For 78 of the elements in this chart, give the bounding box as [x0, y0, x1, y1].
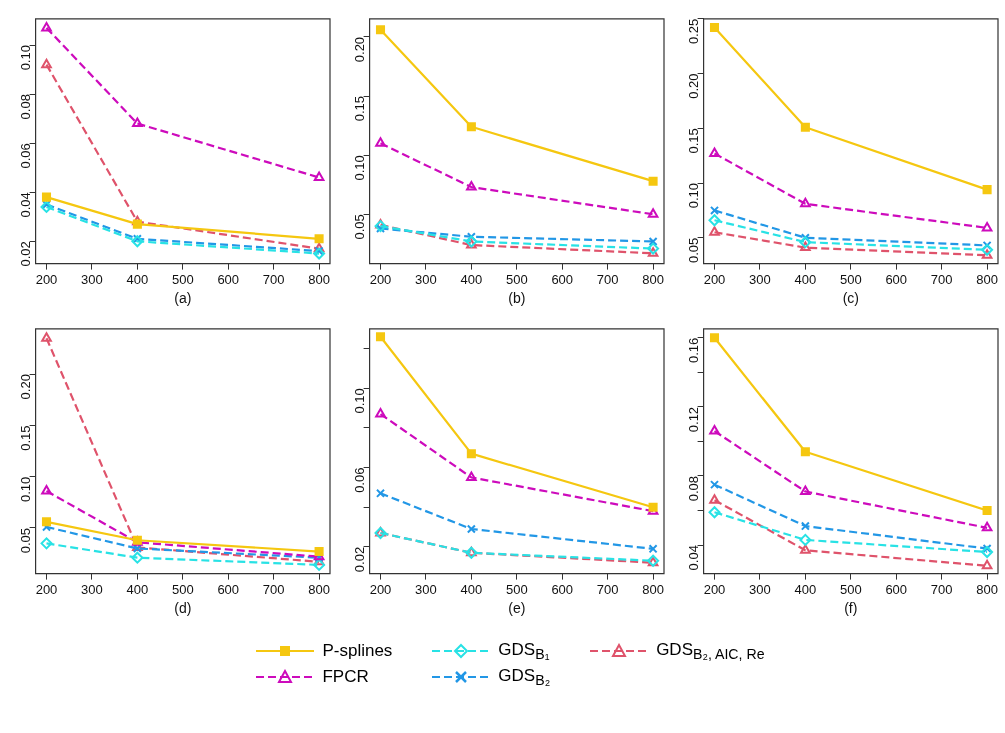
y-tick-label: 0.10 [352, 388, 368, 414]
x-tick-label: 700 [930, 271, 953, 287]
x-tick-label: 800 [642, 581, 664, 597]
x-tick-label: 200 [35, 581, 58, 597]
y-tick-label: 0.12 [686, 406, 702, 433]
legend-label: GDS$_{B₂, AIC, Re}$ [656, 639, 765, 663]
x-tick-label: 400 [126, 581, 149, 597]
x-tick-label: 600 [217, 271, 240, 287]
x-tick-label: 500 [171, 581, 194, 597]
y-tick-label: 0.10 [18, 476, 34, 502]
x-tick-label: 400 [460, 271, 483, 287]
y-tick-label: 0.04 [18, 192, 34, 218]
x-tick-label: 500 [839, 581, 862, 597]
x-tick-label: 700 [596, 581, 619, 597]
x-tick-label: 700 [596, 271, 619, 287]
y-tick-label: 0.15 [352, 96, 368, 122]
legend-label: P-splines [322, 641, 393, 661]
x-tick-label: 400 [460, 581, 483, 597]
y-tick-label: 0.20 [352, 36, 368, 63]
x-tick-label: 600 [551, 581, 574, 597]
y-tick-label: 0.05 [686, 237, 702, 264]
y-tick-label: 0.10 [352, 155, 368, 181]
x-tick-label: 300 [81, 271, 103, 287]
x-tick-label: 200 [35, 271, 58, 287]
x-tick-label: 500 [171, 271, 194, 287]
x-tick-label: 700 [262, 581, 285, 597]
legend-label: FPCR [322, 667, 369, 687]
y-tick-label: 0.15 [686, 128, 702, 154]
x-tick-label: 300 [81, 581, 103, 597]
x-tick-label: 300 [415, 581, 437, 597]
y-tick-label: 0.06 [18, 143, 34, 169]
x-tick-label: 800 [308, 581, 330, 597]
x-tick-label: 800 [642, 271, 664, 287]
x-tick-label: 800 [976, 581, 998, 597]
x-tick-label: 400 [794, 581, 817, 597]
legend-label: GDS$_{B₁}$ [498, 639, 550, 663]
x-tick-label: 400 [126, 271, 149, 287]
x-tick-label: 600 [551, 271, 574, 287]
y-tick-label: 0.10 [686, 183, 702, 209]
y-tick-label: 0.20 [686, 73, 702, 99]
y-tick-label: 0.15 [18, 425, 34, 451]
x-axis-title: (f) [844, 600, 858, 617]
y-tick-label: 0.04 [686, 545, 702, 571]
x-axis-title: (d) [174, 600, 192, 617]
x-tick-label: 300 [749, 581, 771, 597]
x-tick-label: 600 [885, 581, 908, 597]
y-tick-label: 0.05 [18, 527, 34, 554]
y-tick-label: 0.02 [352, 546, 368, 573]
x-tick-label: 200 [703, 271, 726, 287]
x-axis-title: (c) [842, 290, 859, 307]
x-tick-label: 300 [749, 271, 771, 287]
y-tick-label: 0.10 [18, 45, 34, 71]
x-tick-label: 500 [505, 271, 528, 287]
y-tick-label: 0.06 [352, 467, 368, 493]
x-tick-label: 200 [703, 581, 726, 597]
x-tick-label: 700 [262, 271, 285, 287]
y-tick-label: 0.08 [686, 475, 702, 502]
x-tick-label: 400 [794, 271, 817, 287]
x-axis-title: (e) [508, 600, 526, 617]
y-tick-label: 0.16 [686, 337, 702, 364]
y-tick-label: 0.08 [18, 94, 34, 120]
y-tick-label: 0.20 [18, 374, 34, 400]
x-tick-label: 300 [415, 271, 437, 287]
x-axis-title: (a) [174, 290, 192, 307]
x-tick-label: 800 [308, 271, 330, 287]
x-tick-label: 800 [976, 271, 998, 287]
x-tick-label: 200 [369, 581, 392, 597]
x-tick-label: 200 [369, 271, 392, 287]
y-tick-label: 0.05 [352, 214, 368, 240]
x-tick-label: 500 [839, 271, 862, 287]
y-tick-label: 0.02 [18, 241, 34, 267]
x-tick-label: 600 [217, 581, 240, 597]
x-tick-label: 600 [885, 271, 908, 287]
y-tick-label: 0.25 [686, 18, 702, 45]
legend-label: GDS$_{B₂}$ [498, 665, 551, 689]
x-tick-label: 700 [930, 581, 953, 597]
x-axis-title: (b) [508, 290, 526, 307]
x-tick-label: 500 [505, 581, 528, 597]
